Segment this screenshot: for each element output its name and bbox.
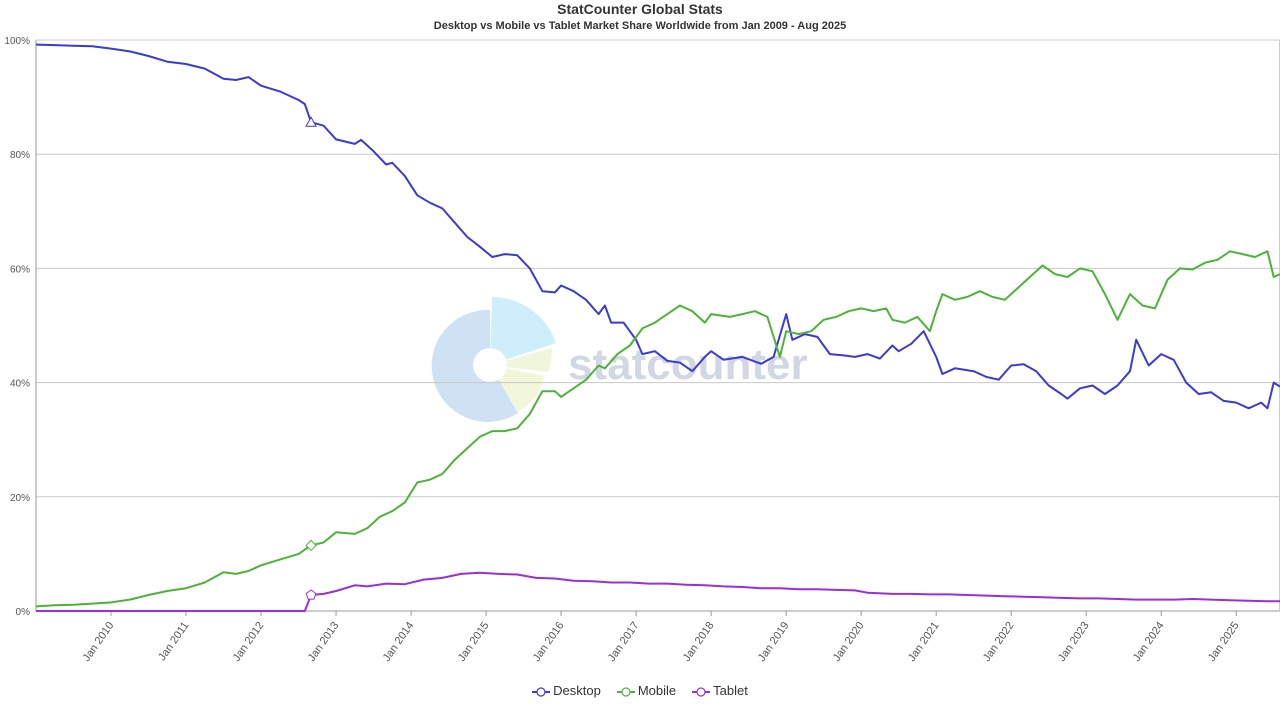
x-tick-label: Jan 2010 — [81, 620, 117, 664]
legend-item-mobile[interactable]: Mobile — [616, 683, 677, 698]
x-tick-label: Jan 2025 — [1206, 620, 1242, 664]
legend-marker-icon — [532, 686, 551, 697]
y-tick-label: 80% — [10, 150, 30, 161]
x-tick-label: Jan 2022 — [981, 620, 1017, 664]
legend-marker-icon — [692, 686, 711, 697]
series-marker-tablet — [305, 589, 317, 600]
x-tick-label: Jan 2015 — [456, 620, 492, 664]
x-tick-label: Jan 2024 — [1131, 620, 1167, 664]
y-tick-label: 20% — [10, 493, 30, 504]
legend: Desktop Mobile Tablet — [0, 683, 1280, 698]
x-tick-label: Jan 2020 — [831, 620, 867, 664]
series-line-mobile — [35, 250, 1280, 608]
x-tick-label: Jan 2013 — [306, 620, 342, 664]
chart-subtitle: Desktop vs Mobile vs Tablet Market Share… — [433, 20, 847, 32]
chart-title: StatCounter Global Stats — [557, 1, 723, 17]
x-tick-label: Jan 2012 — [231, 620, 267, 664]
x-tick-label: Jan 2011 — [156, 620, 191, 663]
y-tick-label: 100% — [4, 36, 30, 47]
legend-label: Mobile — [637, 683, 677, 698]
series-marker-desktop — [305, 116, 317, 127]
y-tick-label: 0% — [16, 607, 31, 618]
legend-item-desktop[interactable]: Desktop — [532, 683, 601, 698]
x-tick-label: Jan 2016 — [531, 620, 567, 664]
series-line-desktop — [35, 43, 1280, 410]
y-tick-label: 60% — [10, 264, 30, 275]
legend-label: Tablet — [713, 683, 748, 698]
x-tick-label: Jan 2023 — [1056, 620, 1092, 664]
watermark-text: statcounter — [568, 340, 808, 389]
series-marker-mobile — [305, 539, 317, 552]
statcounter-watermark: statcounter — [431, 297, 808, 422]
series-line-tablet — [36, 571, 1280, 612]
y-tick-label: 40% — [10, 379, 30, 390]
legend-marker-icon — [616, 686, 635, 697]
statcounter-logo-icon — [431, 297, 556, 422]
x-tick-label: Jan 2018 — [681, 620, 717, 664]
legend-item-tablet[interactable]: Tablet — [692, 683, 748, 698]
legend-label: Desktop — [553, 683, 601, 698]
x-tick-label: Jan 2014 — [381, 620, 417, 664]
x-tick-label: Jan 2019 — [756, 620, 792, 664]
x-tick-label: Jan 2021 — [906, 620, 942, 664]
x-tick-label: Jan 2017 — [606, 620, 642, 664]
